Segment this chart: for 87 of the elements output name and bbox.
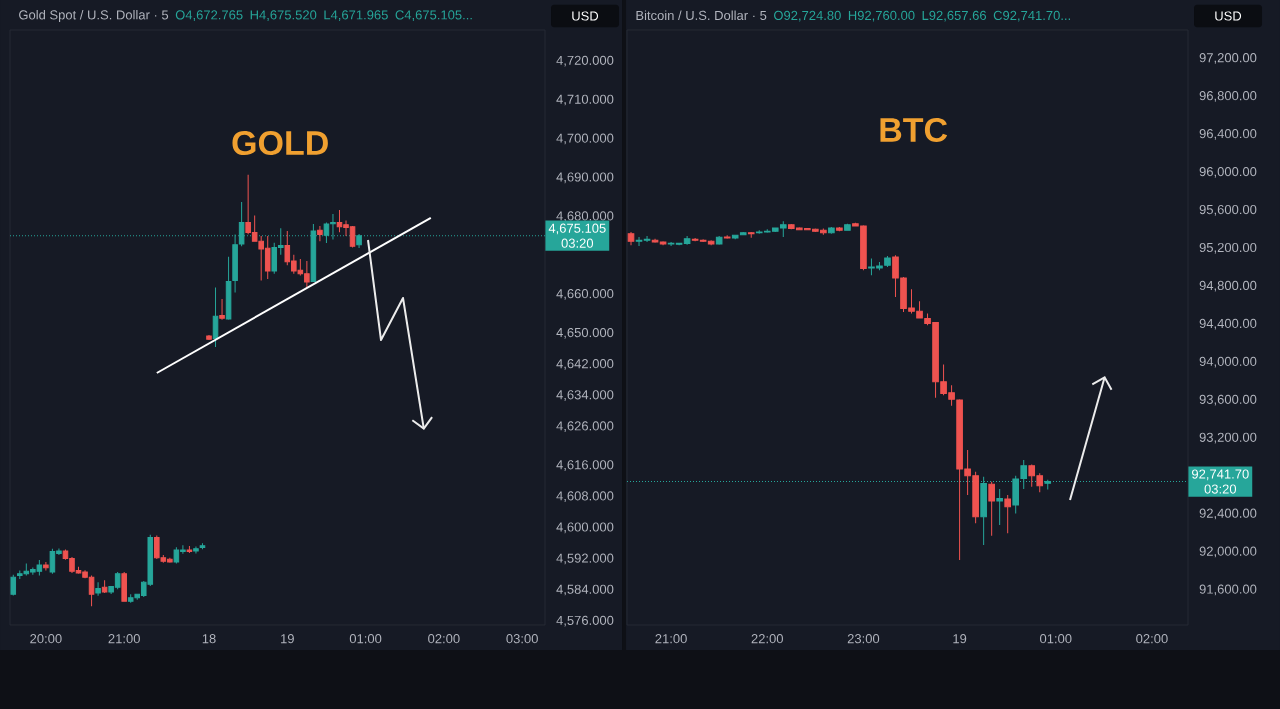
candlestick (206, 334, 212, 341)
y-tick-label: 93,600.00 (1199, 394, 1257, 406)
y-tick-label: 97,200.00 (1199, 53, 1257, 64)
y-tick-label: 95,600.00 (1199, 204, 1257, 216)
candlestick (988, 481, 995, 537)
text: USD (572, 11, 599, 21)
candlestick (193, 545, 199, 554)
x-tick-label: 21:00 (655, 634, 687, 644)
y-tick-label: 4,710.000 (556, 94, 614, 106)
y-tick-label: 4,592.000 (556, 553, 614, 565)
candlestick (635, 236, 643, 247)
candlestick (715, 235, 723, 246)
x-tick-label: 22:00 (751, 634, 783, 644)
y-tick-label: 4,634.000 (556, 390, 614, 401)
y-tick-label: 4,608.000 (556, 491, 614, 503)
x-tick-label: 23:00 (847, 634, 880, 644)
candlestick (747, 231, 755, 239)
candlestick (731, 234, 739, 240)
y-tick-label: 4,660.000 (556, 289, 614, 300)
y-tick-label: 4,690.000 (556, 172, 614, 184)
x-tick-label: 02:00 (428, 634, 460, 644)
candlestick (43, 561, 49, 572)
y-tick-label: 94,400.00 (1199, 318, 1257, 330)
x-tick-label: 19 (953, 634, 967, 644)
x-tick-label: 01:00 (1040, 634, 1072, 644)
x-tick-label: 19 (281, 634, 294, 644)
y-tick-label: 4,650.000 (556, 327, 614, 339)
candlestick (836, 226, 843, 232)
y-tick-label: 4,584.000 (556, 584, 614, 596)
candlestick (627, 231, 635, 246)
text: BTC (880, 117, 948, 143)
y-tick-label: 4,680.000 (556, 211, 614, 223)
y-tick-label: 92,000.00 (1199, 546, 1257, 558)
x-tick-label: 21:00 (108, 634, 140, 644)
y-tick-label: 94,000.00 (1199, 356, 1257, 368)
y-tick-label: 4,642.000 (556, 359, 614, 370)
y-tick-label: 96,000.00 (1199, 166, 1257, 178)
y-tick-label: 96,800.00 (1199, 91, 1257, 102)
x-tick-label: 01:00 (349, 634, 382, 644)
text: GOLD (232, 131, 328, 156)
y-tick-label: 91,600.00 (1199, 584, 1257, 596)
candlestick (996, 488, 1003, 526)
y-tick-label: 92,400.00 (1199, 508, 1257, 520)
ref-line-label: 4,675.105 (548, 223, 606, 235)
candlestick (121, 571, 127, 603)
ref-line-label: 92,741.70 (1192, 469, 1249, 481)
y-tick-label: 4,576.000 (556, 615, 614, 627)
candlestick (317, 225, 323, 242)
y-tick-label: 4,626.000 (556, 421, 614, 433)
candlestick (844, 223, 851, 231)
y-tick-label: 96,400.00 (1199, 129, 1257, 140)
text: L4,671.965 (324, 10, 388, 22)
candlestick (1004, 494, 1011, 534)
text: L92,657.66 (922, 10, 987, 22)
candlestick (643, 235, 651, 243)
text: O92,724.80 (774, 10, 841, 22)
text: C92,741.70... (993, 10, 1070, 22)
chart-subtitle: Gold Spot / U.S. Dollar · 5 (19, 9, 169, 23)
candlestick (225, 256, 232, 321)
y-tick-label: 4,616.000 (556, 460, 614, 471)
text: H4,675.520 (250, 10, 317, 22)
candlestick (101, 579, 108, 594)
candlestick (95, 581, 101, 597)
x-tick-label: 18 (202, 634, 216, 644)
y-tick-label: 94,800.00 (1199, 280, 1257, 292)
y-tick-label: 4,720.000 (556, 55, 614, 67)
text: H92,760.00 (848, 10, 915, 22)
y-tick-label: 4,600.000 (556, 522, 614, 534)
x-tick-label: 02:00 (1136, 634, 1168, 644)
text: C4,675.105... (395, 10, 472, 22)
candlestick (828, 226, 835, 235)
y-tick-label: 4,700.000 (556, 133, 614, 145)
candlestick (723, 234, 731, 240)
text: 03:20 (561, 238, 594, 248)
x-tick-label: 20:00 (30, 634, 62, 644)
candlestick (219, 298, 225, 321)
x-tick-label: 03:00 (506, 634, 538, 644)
y-tick-label: 93,200.00 (1199, 432, 1257, 444)
text: 03:20 (1204, 484, 1237, 494)
y-tick-label: 95,200.00 (1199, 242, 1257, 254)
text: O4,672.765 (175, 10, 243, 22)
candlestick (739, 231, 747, 236)
candlestick (199, 542, 206, 550)
candlestick (10, 574, 17, 596)
text: USD (1215, 11, 1242, 21)
candlestick (186, 545, 193, 554)
chart-subtitle: Bitcoin / U.S. Dollar · 5 (636, 10, 767, 20)
